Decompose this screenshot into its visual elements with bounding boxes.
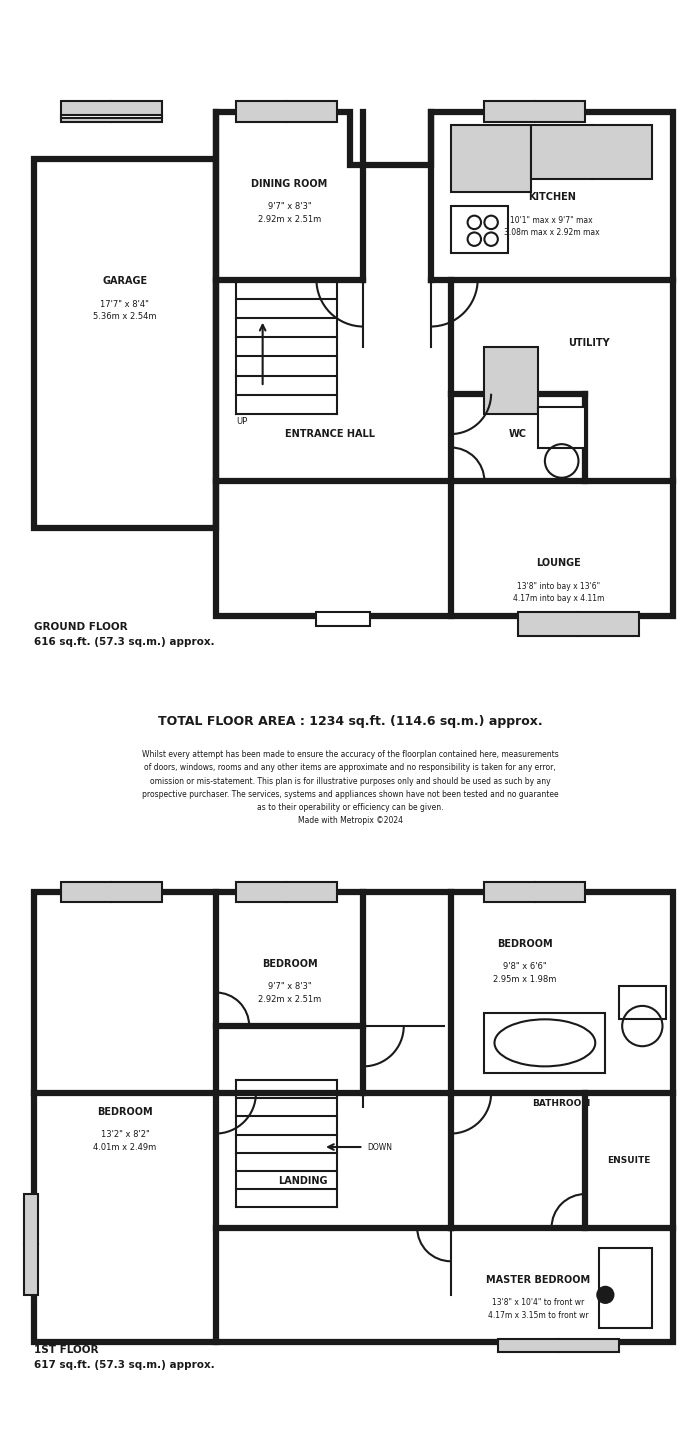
Text: 17'7" x 8'4"
5.36m x 2.54m: 17'7" x 8'4" 5.36m x 2.54m xyxy=(93,300,157,321)
Polygon shape xyxy=(34,891,673,1342)
Circle shape xyxy=(597,1287,613,1303)
Text: 9'7" x 8'3"
2.92m x 2.51m: 9'7" x 8'3" 2.92m x 2.51m xyxy=(258,202,321,224)
Text: 13'2" x 8'2"
4.01m x 2.49m: 13'2" x 8'2" 4.01m x 2.49m xyxy=(93,1130,157,1152)
Text: KITCHEN: KITCHEN xyxy=(528,192,575,202)
Text: UTILITY: UTILITY xyxy=(568,339,610,349)
Bar xyxy=(619,986,666,1019)
Bar xyxy=(34,158,216,528)
Text: LOUNGE: LOUNGE xyxy=(536,558,581,569)
Text: BEDROOM: BEDROOM xyxy=(262,958,317,968)
Bar xyxy=(484,346,538,414)
Text: WC: WC xyxy=(509,429,527,439)
Bar xyxy=(598,1248,652,1329)
Bar xyxy=(316,612,370,625)
Text: 9'7" x 8'3"
2.92m x 2.51m: 9'7" x 8'3" 2.92m x 2.51m xyxy=(258,983,321,1003)
Bar xyxy=(518,612,639,635)
Text: 9'8" x 6'6"
2.95m x 1.98m: 9'8" x 6'6" 2.95m x 1.98m xyxy=(493,963,556,984)
Polygon shape xyxy=(216,112,673,615)
Bar xyxy=(61,115,162,118)
Text: TOTAL FLOOR AREA : 1234 sq.ft. (114.6 sq.m.) approx.: TOTAL FLOOR AREA : 1234 sq.ft. (114.6 sq… xyxy=(158,715,542,728)
Bar xyxy=(61,881,162,901)
Text: 1ST FLOOR
617 sq.ft. (57.3 sq.m.) approx.: 1ST FLOOR 617 sq.ft. (57.3 sq.m.) approx… xyxy=(34,1345,215,1370)
Text: Whilst every attempt has been made to ensure the accuracy of the floorplan conta: Whilst every attempt has been made to en… xyxy=(141,750,559,826)
Text: BEDROOM: BEDROOM xyxy=(497,939,552,948)
Bar xyxy=(236,881,337,901)
Text: BEDROOM: BEDROOM xyxy=(97,1106,153,1117)
Bar xyxy=(61,102,162,122)
Bar xyxy=(484,102,585,122)
Bar xyxy=(451,205,508,253)
Bar xyxy=(451,125,531,192)
Bar xyxy=(498,1339,619,1352)
Text: 13'8" into bay x 13'6"
4.17m into bay x 4.11m: 13'8" into bay x 13'6" 4.17m into bay x … xyxy=(512,582,604,603)
Text: ENTRANCE HALL: ENTRANCE HALL xyxy=(285,429,374,439)
Text: ENSUITE: ENSUITE xyxy=(607,1156,650,1165)
Text: 13'8" x 10'4" to front wr
4.17m x 3.15m to front wr: 13'8" x 10'4" to front wr 4.17m x 3.15m … xyxy=(488,1298,589,1320)
Text: DINING ROOM: DINING ROOM xyxy=(251,179,328,189)
Bar xyxy=(236,102,337,122)
Text: MASTER BEDROOM: MASTER BEDROOM xyxy=(486,1275,590,1285)
Bar xyxy=(484,1012,606,1073)
Bar xyxy=(531,125,652,179)
Text: GARAGE: GARAGE xyxy=(102,276,148,286)
Text: GROUND FLOOR
616 sq.ft. (57.3 sq.m.) approx.: GROUND FLOOR 616 sq.ft. (57.3 sq.m.) app… xyxy=(34,622,215,647)
Bar xyxy=(484,881,585,901)
Text: 10'1" max x 9'7" max
3.08m max x 2.92m max: 10'1" max x 9'7" max 3.08m max x 2.92m m… xyxy=(504,215,599,237)
Text: DOWN: DOWN xyxy=(367,1143,392,1152)
Text: UP: UP xyxy=(236,417,247,426)
Text: LANDING: LANDING xyxy=(278,1176,328,1185)
Bar xyxy=(24,1194,38,1296)
Text: BATHROOM: BATHROOM xyxy=(533,1099,591,1108)
Bar xyxy=(538,407,585,448)
